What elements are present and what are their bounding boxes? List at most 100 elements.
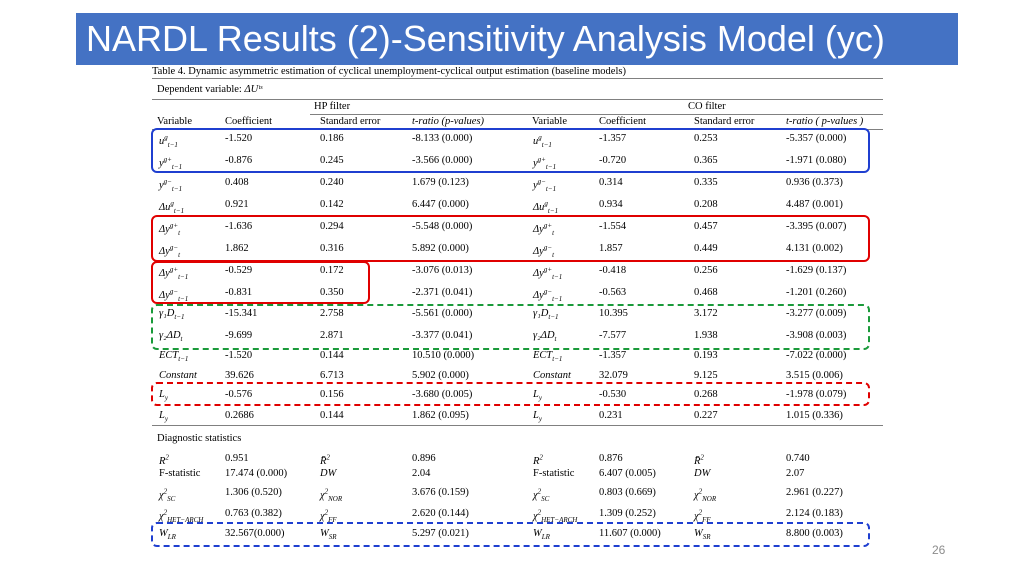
- diagnostics-title: Diagnostic statistics: [157, 433, 242, 444]
- row-3-var-left-subscript: t−1: [173, 206, 185, 215]
- diag-0-e-var-symbol: R: [533, 455, 540, 467]
- row-0-var-right: ugt−1: [533, 133, 552, 149]
- row-9-var-left-subscript: t: [180, 335, 183, 344]
- row-11-stderr-right: 9.125: [694, 370, 718, 381]
- row-13-stderr-right: 0.227: [694, 410, 718, 421]
- row-7-var-left-subscript: t−1: [178, 294, 189, 303]
- row-11-tratio-right: 3.515 (0.006): [786, 370, 843, 381]
- row-5-variable-left: Δyg−t: [159, 243, 180, 259]
- row-8-var-left-subscript: t−1: [174, 313, 185, 322]
- row-8-variable-right: γ₁Dt−1: [533, 308, 559, 321]
- row-4-var-right-symbol: Δy: [533, 223, 544, 235]
- row-7-variable-right: Δyg−t−1: [533, 287, 562, 303]
- row-13-var-left: Ly: [159, 410, 168, 423]
- row-2-variable-left: yg−t−1: [159, 177, 182, 193]
- diag-4-h: 8.800 (0.003): [786, 528, 843, 539]
- row-10-tratio-right: -7.022 (0.000): [786, 350, 847, 361]
- row-10-var-left: ECTt−1: [159, 350, 188, 363]
- row-3-stderr-left: 0.142: [320, 199, 344, 210]
- diag-4-c-var-subscript: SR: [328, 533, 337, 542]
- page-number: 26: [932, 543, 946, 557]
- row-4-var-right-superscript: g+: [543, 221, 553, 229]
- row-4-var-left-symbol: Δy: [159, 223, 170, 235]
- row-13-var-right-symbol: L: [533, 410, 539, 421]
- row-11-coefficient-right: 32.079: [599, 370, 628, 381]
- row-3-var-right-subscript: t−1: [547, 206, 559, 215]
- row-5-var-right-superscript: g−: [543, 243, 553, 251]
- dependent-variable-symbol: ΔUᵗˢ: [244, 84, 263, 95]
- diag-1-e: F-statistic: [533, 468, 574, 479]
- diag-2-g-var-subscript: NOR: [702, 494, 717, 503]
- row-10-var-left-symbol: ECT: [159, 350, 179, 361]
- row-6-var-left-subscript: t−1: [178, 272, 189, 281]
- row-6-stderr-right: 0.256: [694, 265, 718, 276]
- row-1-var-left-superscript: g+: [163, 155, 172, 163]
- group-rule-hp: [310, 114, 530, 115]
- highlight-blue-box: [151, 128, 870, 173]
- row-0-stderr-right: 0.253: [694, 133, 718, 144]
- row-3-var-left-symbol: Δu: [159, 201, 171, 213]
- row-8-stderr-left: 2.758: [320, 308, 344, 319]
- diag-2-e-var-subscript: SC: [541, 494, 550, 503]
- row-9-var-left-symbol: γ₂ΔD: [159, 330, 181, 341]
- row-12-stderr-right: 0.268: [694, 389, 718, 400]
- diag-4-c: WSR: [320, 528, 337, 541]
- row-4-var-left-subscript: t: [178, 228, 181, 237]
- row-7-var-right: Δyg−t−1: [533, 287, 562, 303]
- highlight-red-dashed-box: [151, 382, 870, 406]
- row-6-variable-left: Δyg+t−1: [159, 265, 188, 281]
- diag-3-f: 1.309 (0.252): [599, 508, 656, 519]
- diag-4-a: WLR: [159, 528, 176, 541]
- row-13-tratio-left: 1.862 (0.095): [412, 410, 469, 421]
- highlight-red-box-wide: [151, 215, 870, 262]
- diag-3-b: 0.763 (0.382): [225, 508, 282, 519]
- diag-4-e: WLR: [533, 528, 550, 541]
- diag-2-c-var-symbol: χ: [320, 489, 325, 501]
- row-5-stderr-right: 0.449: [694, 243, 718, 254]
- row-12-stderr-left: 0.156: [320, 389, 344, 400]
- diag-0-c: R̄2: [320, 453, 330, 467]
- row-1-var-left: yg+t−1: [159, 155, 183, 171]
- row-13-coefficient-left: 0.2686: [225, 410, 254, 421]
- diag-0-g-var: R̄2: [694, 453, 704, 467]
- row-9-coefficient-left: -9.699: [225, 330, 253, 341]
- row-3-var-right-symbol: Δu: [533, 201, 545, 213]
- row-12-var-right-symbol: L: [533, 389, 539, 400]
- diag-0-a-var-superscript: 2: [165, 453, 169, 461]
- row-9-variable-left: γ₂ΔDt: [159, 330, 183, 343]
- diag-0-b: 0.951: [225, 453, 249, 464]
- diag-4-e-var-symbol: W: [533, 528, 542, 539]
- row-5-var-right-subscript: t: [552, 250, 555, 259]
- diag-0-c-var: R̄2: [320, 453, 330, 467]
- row-5-tratio-left: 5.892 (0.000): [412, 243, 469, 254]
- row-2-coefficient-left: 0.408: [225, 177, 249, 188]
- row-3-var-right-superscript: g: [544, 199, 548, 207]
- group-rule-co: [530, 114, 883, 115]
- row-10-stderr-left: 0.144: [320, 350, 344, 361]
- diag-1-b: 17.474 (0.000): [225, 468, 288, 479]
- row-7-stderr-right: 0.468: [694, 287, 718, 298]
- row-12-tratio-left: -3.680 (0.005): [412, 389, 473, 400]
- diag-3-g-var-subscript: FF: [702, 515, 711, 524]
- row-13-var-right-subscript: y: [538, 415, 542, 424]
- row-5-coefficient-left: 1.862: [225, 243, 249, 254]
- row-5-coefficient-right: 1.857: [599, 243, 623, 254]
- row-4-coefficient-left: -1.636: [225, 221, 253, 232]
- row-1-variable-right: yg+t−1: [533, 155, 556, 171]
- diag-4-d: 5.297 (0.021): [412, 528, 469, 539]
- row-9-var-right-subscript: t: [554, 335, 557, 344]
- diag-0-h: 0.740: [786, 453, 810, 464]
- diag-4-g: WSR: [694, 528, 711, 541]
- row-0-var-right-superscript: g: [538, 133, 542, 141]
- diag-3-c-var-superscript: 2: [324, 508, 329, 516]
- diag-2-d: 3.676 (0.159): [412, 487, 469, 498]
- row-4-variable-right: Δyg+t: [533, 221, 554, 237]
- row-5-var-right-symbol: Δy: [533, 245, 544, 257]
- row-1-var-left-subscript: t−1: [171, 162, 183, 171]
- diag-3-c-var-subscript: FF: [328, 515, 337, 524]
- row-2-stderr-left: 0.240: [320, 177, 344, 188]
- row-12-var-left: Ly: [159, 389, 168, 402]
- row-0-var-right-subscript: t−1: [541, 140, 552, 149]
- row-10-variable-right: ECTt−1: [533, 350, 562, 363]
- diag-0-a: R2: [159, 453, 169, 467]
